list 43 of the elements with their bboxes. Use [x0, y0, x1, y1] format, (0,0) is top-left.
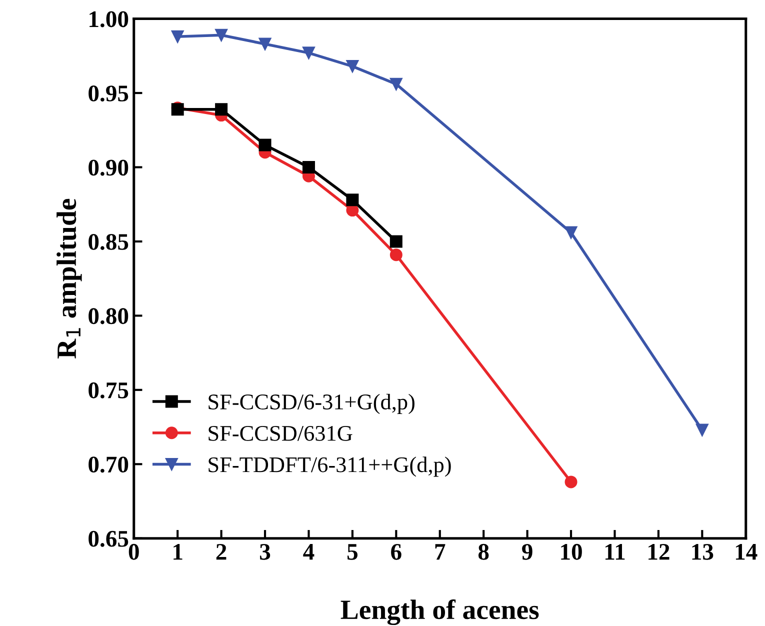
y-tick-label: 1.00: [90, 11, 128, 28]
x-tick-label: 12: [648, 544, 670, 560]
x-tick-label: 3: [260, 544, 270, 560]
x-tick-label: 7: [435, 544, 446, 560]
point: [390, 248, 402, 262]
point: [696, 424, 708, 436]
point: [390, 78, 402, 90]
point: [390, 235, 402, 248]
y-tick-label: 0.80: [88, 308, 128, 324]
y-tick-label: 0.95: [88, 85, 128, 102]
x-axis-title: Length of acenes: [340, 599, 539, 626]
point: [302, 46, 315, 60]
point: [564, 226, 578, 239]
x-tick-label: 2: [216, 544, 226, 560]
point: [215, 103, 228, 116]
point: [258, 138, 272, 152]
x-tick-label: 4: [303, 544, 314, 560]
x-tick-label: 0: [128, 544, 139, 560]
y-tick-label: 0.85: [88, 234, 128, 250]
y-tick-label: 0.75: [88, 382, 128, 398]
point: [346, 60, 359, 73]
legend-label: SF-CCSD/6-31+G(d,p): [208, 394, 414, 414]
legend-label: SF-CCSD/631G: [208, 426, 352, 441]
x-tick-label: 8: [478, 544, 489, 560]
point: [215, 28, 228, 42]
legend-label: SF-TDDFT/6-311++G(d,p): [208, 456, 451, 477]
point: [171, 30, 184, 43]
point: [564, 476, 578, 488]
x-tick-label: 13: [692, 544, 714, 560]
y-tick-label: 0.70: [88, 456, 128, 473]
x-tick-label: 14: [736, 544, 758, 560]
x-tick-label: 10: [561, 544, 582, 560]
x-tick-label: 9: [522, 544, 532, 560]
point: [302, 160, 315, 174]
y-axis-title: R$_{1}$ amplitude: [56, 198, 82, 359]
x-tick-label: 1: [174, 544, 182, 560]
point: [346, 194, 359, 206]
y-tick-label: 0.90: [88, 160, 128, 176]
point: [258, 38, 272, 50]
x-tick-label: 11: [605, 544, 625, 560]
x-tick-label: 5: [347, 544, 358, 560]
y-tick-label: 0.65: [88, 530, 128, 547]
x-tick-label: 6: [391, 544, 402, 560]
